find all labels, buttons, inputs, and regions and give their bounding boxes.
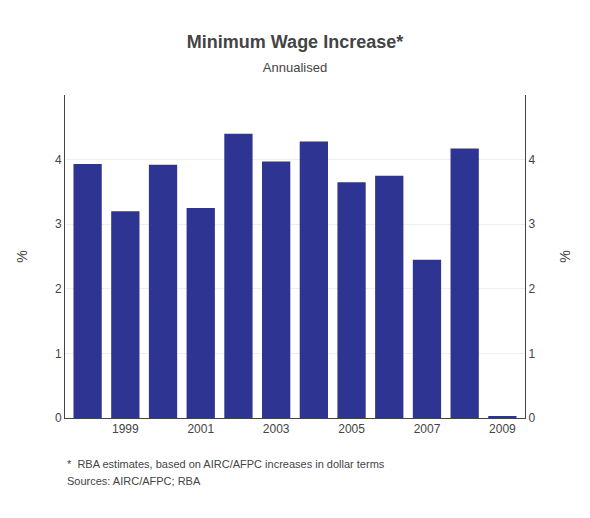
svg-text:Annualised: Annualised <box>263 60 327 75</box>
svg-text:1: 1 <box>55 347 62 361</box>
svg-text:Minimum Wage Increase*: Minimum Wage Increase* <box>187 32 403 52</box>
svg-text:2003: 2003 <box>263 422 290 436</box>
svg-text:4: 4 <box>55 153 62 167</box>
svg-text:3: 3 <box>55 217 62 231</box>
svg-text:2009: 2009 <box>489 422 516 436</box>
svg-text:2: 2 <box>55 282 62 296</box>
svg-text:1999: 1999 <box>112 422 139 436</box>
svg-text:Sources: AIRC/AFPC; RBA: Sources: AIRC/AFPC; RBA <box>67 475 201 487</box>
svg-text:* RBA estimates, based on AIR: * RBA estimates, based on AIRC/AFPC incr… <box>67 458 385 470</box>
svg-text:1: 1 <box>528 347 535 361</box>
svg-text:2001: 2001 <box>187 422 214 436</box>
svg-text:%: % <box>557 250 573 262</box>
svg-text:0: 0 <box>528 411 535 425</box>
svg-text:%: % <box>14 250 30 262</box>
svg-text:4: 4 <box>528 153 535 167</box>
svg-text:2007: 2007 <box>414 422 441 436</box>
svg-text:0: 0 <box>55 411 62 425</box>
svg-text:3: 3 <box>528 217 535 231</box>
svg-text:2: 2 <box>528 282 535 296</box>
svg-text:2005: 2005 <box>338 422 365 436</box>
